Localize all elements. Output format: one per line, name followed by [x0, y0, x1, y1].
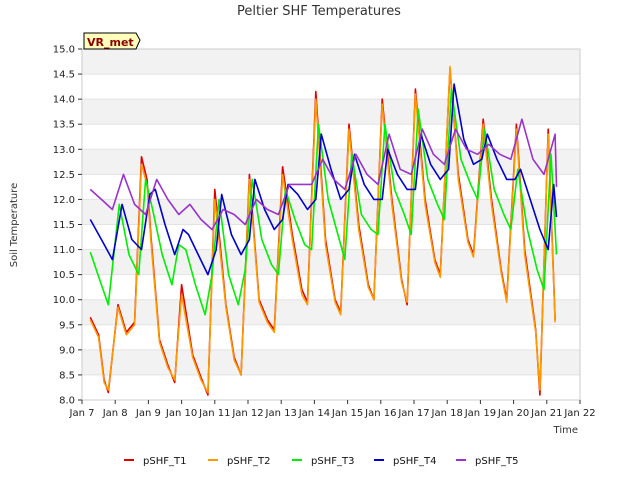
legend-label-pSHF_T3: pSHF_T3	[311, 456, 354, 467]
x-tick-label: Jan 14	[298, 408, 330, 419]
y-tick-label: 14.5	[53, 70, 75, 81]
x-tick-label: Jan 13	[265, 408, 297, 419]
grid-band	[82, 49, 580, 75]
x-tick-label: Jan 18	[431, 408, 463, 419]
y-axis: 8.0 8.5 9.0 9.5 10.0 10.5 11.0 11.5 12.0 12.5 13.0…	[53, 45, 82, 407]
x-tick-label: Jan 21	[530, 408, 562, 419]
x-axis: Jan 7 Jan 8 Jan 9 Jan 10 Jan 11 Jan 12 Jan 13 J…	[69, 400, 596, 419]
grid-band	[82, 349, 580, 375]
plot-area	[81, 48, 581, 401]
y-tick-label: 13.5	[53, 120, 75, 131]
y-tick-label: 8.5	[59, 370, 75, 381]
y-tick-label: 15.0	[53, 45, 75, 56]
grid-bands	[82, 49, 580, 401]
x-tick-label: Jan 19	[464, 408, 496, 419]
y-tick-label: 10.0	[53, 295, 75, 306]
legend-label-pSHF_T2: pSHF_T2	[227, 456, 270, 467]
grid-band	[82, 99, 580, 125]
series-line-pSHF_T3	[89, 88, 558, 316]
badge-label: VR_met	[87, 36, 134, 49]
badge-box	[83, 32, 141, 50]
x-tick-label: Jan 11	[198, 408, 230, 419]
legend: pSHF_T1 pSHF_T2 pSHF_T3 pSHF_T4 pSHF_T5	[124, 456, 518, 467]
y-tick-label: 10.5	[53, 270, 75, 281]
y-tick-label: 9.0	[59, 345, 75, 356]
y-tick-label: 14.0	[53, 95, 75, 106]
y-tick-label: 11.5	[53, 220, 75, 231]
x-tick-label: Jan 17	[397, 408, 429, 419]
y-tick-label: 12.5	[53, 170, 75, 181]
y-axis-label: Soil Temperature	[9, 183, 20, 268]
x-tick-label: Jan 22	[563, 408, 595, 419]
series-line-pSHF_T2	[89, 65, 556, 394]
x-tick-label: Jan 7	[69, 408, 95, 419]
series-line-pSHF_T4	[89, 83, 558, 276]
x-tick-label: Jan 16	[364, 408, 396, 419]
y-tick-label: 8.0	[59, 396, 75, 407]
x-tick-label: Jan 10	[165, 408, 197, 419]
legend-label-pSHF_T4: pSHF_T4	[393, 456, 436, 467]
grid-band	[82, 299, 580, 325]
legend-label-pSHF_T5: pSHF_T5	[475, 456, 518, 467]
x-tick-label: Jan 9	[135, 408, 161, 419]
x-tick-label: Jan 12	[231, 408, 263, 419]
series-layer	[89, 65, 558, 396]
series-line-pSHF_T5	[89, 118, 558, 231]
chart-title: Peltier SHF Temperatures	[237, 4, 401, 19]
x-tick-label: Jan 8	[102, 408, 128, 419]
y-tick-label: 9.5	[59, 320, 75, 331]
x-tick-label: Jan 20	[497, 408, 529, 419]
y-tick-label: 12.0	[53, 195, 75, 206]
legend-label-pSHF_T1: pSHF_T1	[143, 456, 186, 467]
x-axis-label: Time	[553, 425, 578, 436]
y-tick-label: 11.0	[53, 245, 75, 256]
x-tick-label: Jan 15	[331, 408, 363, 419]
y-tick-label: 13.0	[53, 145, 75, 156]
vr-met-badge: VR_met	[83, 32, 141, 50]
